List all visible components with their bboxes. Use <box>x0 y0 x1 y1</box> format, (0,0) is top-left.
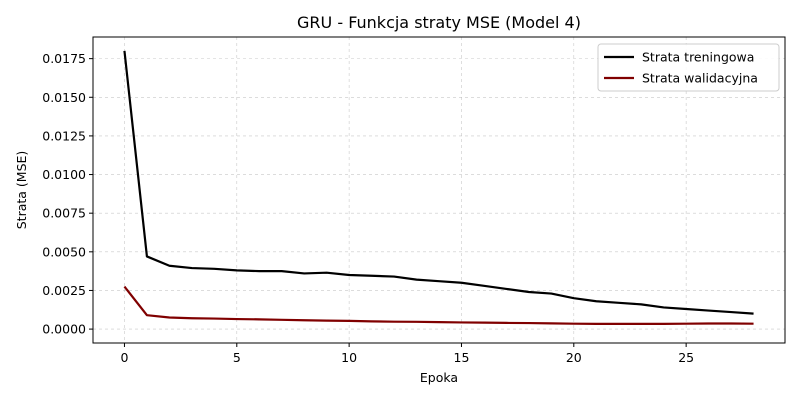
x-tick-label: 0 <box>120 350 128 365</box>
y-tick-label: 0.0075 <box>42 206 86 221</box>
x-tick-label: 25 <box>678 350 694 365</box>
plot-frame <box>92 36 786 344</box>
legend-label-validation: Strata walidacyjna <box>642 71 758 86</box>
x-tick-label: 5 <box>233 350 241 365</box>
x-axis-ticks: 0 5 10 15 20 25 <box>120 343 694 365</box>
series-layer <box>123 50 754 325</box>
y-tick-label: 0.0050 <box>42 244 86 259</box>
y-axis-ticks: 0.0000 0.0025 0.0050 0.0075 0.0100 0.0125 0.01… <box>42 51 93 337</box>
legend-label-training: Strata treningowa <box>642 50 754 65</box>
y-tick-label: 0.0100 <box>42 167 86 182</box>
y-tick-label: 0.0150 <box>42 90 86 105</box>
x-axis-label: Epoka <box>420 370 458 385</box>
legend: Strata treningowa Strata walidacyjna <box>597 43 780 92</box>
y-tick-label: 0.0025 <box>42 283 86 298</box>
y-tick-label: 0.0125 <box>42 128 86 143</box>
y-axis-label: Strata (MSE) <box>14 151 29 230</box>
training-loss-line <box>123 50 754 315</box>
y-tick-label: 0.0175 <box>42 51 86 66</box>
x-tick-label: 20 <box>566 350 582 365</box>
y-tick-label: 0.0000 <box>42 322 86 337</box>
x-tick-label: 10 <box>341 350 357 365</box>
chart-title: GRU - Funkcja straty MSE (Model 4) <box>297 13 581 32</box>
legend-box <box>597 43 780 92</box>
validation-loss-line <box>123 285 754 325</box>
x-tick-label: 15 <box>454 350 470 365</box>
